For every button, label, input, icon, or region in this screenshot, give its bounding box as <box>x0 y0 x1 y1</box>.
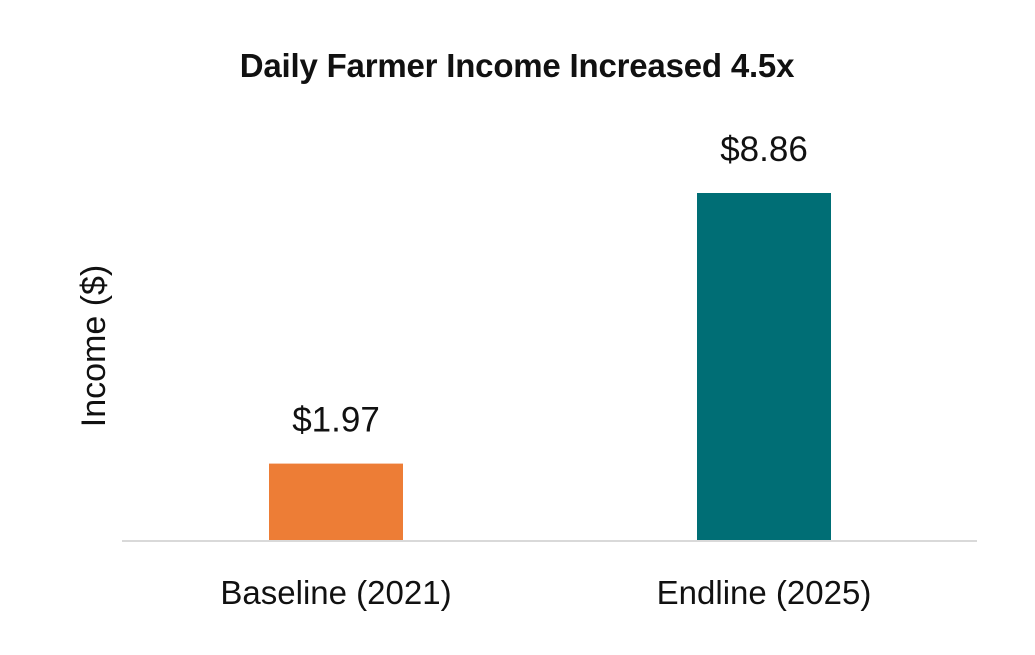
bar-0 <box>269 463 403 541</box>
y-axis-label: Income ($) <box>75 265 113 428</box>
labels-layer: $1.97 Baseline (2021) $8.86 Endline (2025) <box>220 130 871 611</box>
data-label-0: $1.97 <box>292 401 380 440</box>
bars-layer <box>269 193 831 541</box>
bar-1 <box>697 193 831 541</box>
data-label-1: $8.86 <box>720 130 808 169</box>
x-tick-label-1: Endline (2025) <box>657 574 872 611</box>
x-tick-label-0: Baseline (2021) <box>220 574 451 611</box>
chart-title: Daily Farmer Income Increased 4.5x <box>240 47 795 84</box>
